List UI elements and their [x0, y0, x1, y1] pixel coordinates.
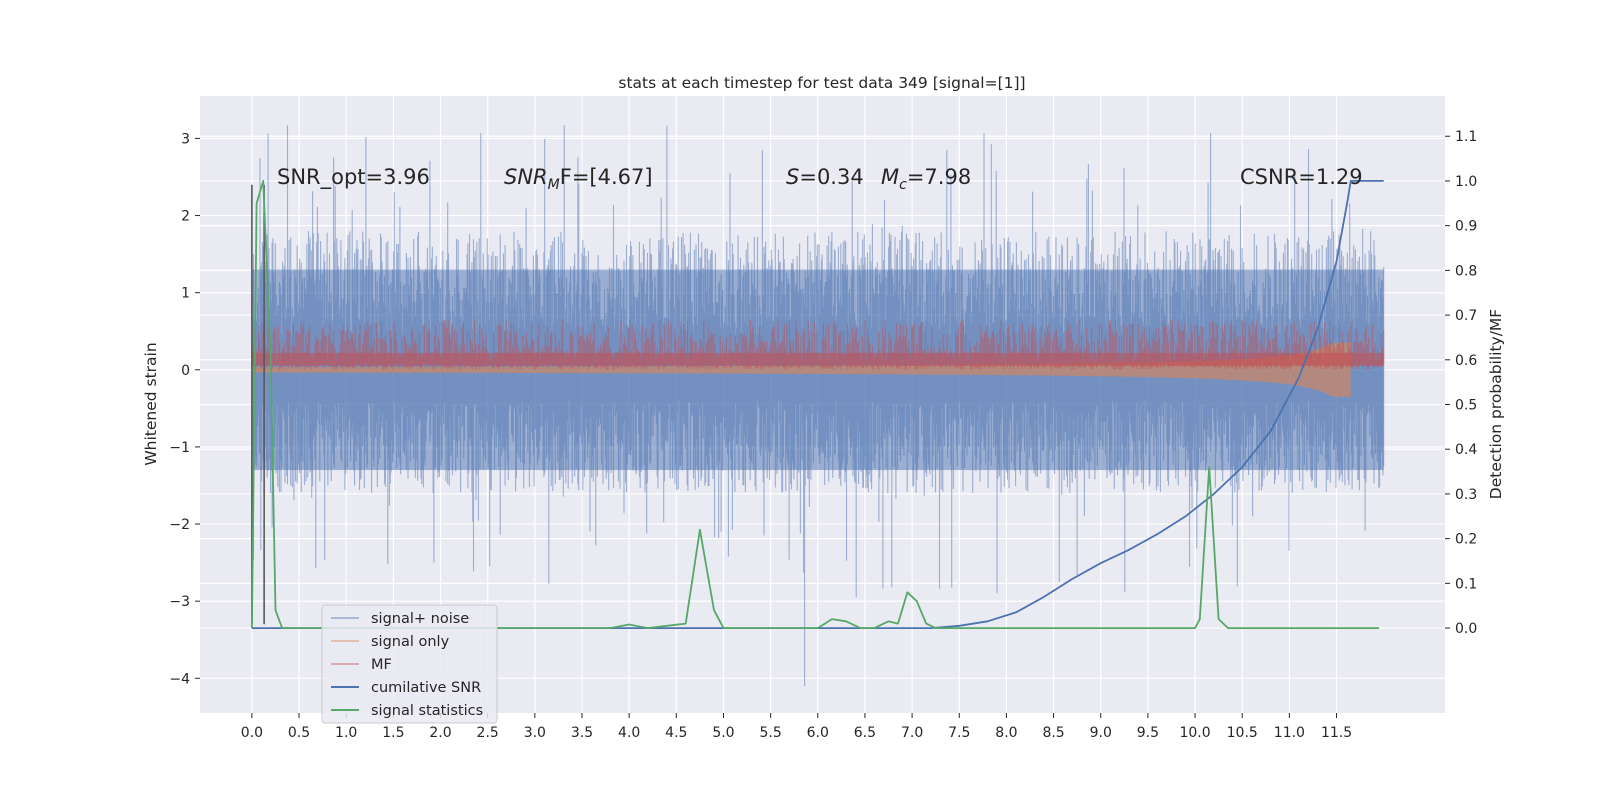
signal-only-envelope: [251, 342, 1351, 397]
y-tick-label-left: 3: [181, 131, 190, 147]
series-line-signal-statistics: [251, 179, 1379, 629]
y-tick-label-right: 0.4: [1455, 442, 1477, 458]
x-tick-label: 7.5: [948, 725, 970, 741]
y-tick-label-right: 1.0: [1455, 174, 1477, 190]
x-tick-label: 3.0: [524, 725, 546, 741]
x-tick-label: 1.0: [335, 725, 357, 741]
x-tick-label: 4.5: [665, 725, 687, 741]
y-tick-label-left: 0: [181, 363, 190, 379]
y-tick-label-left: 1: [181, 286, 190, 302]
y-tick-label-left: −1: [169, 440, 190, 456]
annotation-csnr: CSNR=1.29: [1240, 165, 1363, 189]
x-tick-label: 0.5: [288, 725, 310, 741]
legend-label: signal only: [371, 634, 450, 650]
y-tick-label-right: 0.2: [1455, 532, 1477, 548]
legend: signal+ noise signal only MF cumilative SNR…: [321, 604, 498, 724]
y-tick-label-right: 1.1: [1455, 129, 1477, 145]
x-tick-label: 0.0: [241, 725, 263, 741]
x-tick-label: 11.5: [1321, 725, 1352, 741]
chart-title: stats at each timestep for test data 349…: [618, 74, 1025, 92]
y-tick-label-right: 0.5: [1455, 398, 1477, 414]
x-tick-label: 4.0: [618, 725, 640, 741]
series-lines: [251, 179, 1384, 629]
annotation-s: S=0.34: [786, 165, 864, 189]
x-tick-label: 2.5: [477, 725, 499, 741]
y-axis-ticks-right: 1.1 1.0 0.9 0.8 0.7 0.6 0.5 0.4 0.3 0.2 0.1 0.0: [1445, 129, 1477, 637]
series-signal-only: [251, 342, 1351, 397]
legend-label: MF: [371, 657, 392, 673]
x-tick-label: 8.5: [1042, 725, 1064, 741]
x-tick-label: 9.5: [1137, 725, 1159, 741]
x-tick-label: 11.0: [1274, 725, 1305, 741]
x-tick-label: 6.5: [854, 725, 876, 741]
y-tick-label-right: 0.0: [1455, 621, 1477, 637]
legend-label: cumilative SNR: [371, 680, 481, 696]
x-tick-label: 3.5: [571, 725, 593, 741]
series-mf: [251, 319, 1385, 370]
x-tick-label: 1.5: [382, 725, 404, 741]
x-tick-label: 10.5: [1227, 725, 1258, 741]
annotations: SNR_opt=3.96 SNRMF=[4.67] S=0.34 Mc=7.98…: [277, 165, 1363, 193]
y-tick-label-right: 0.7: [1455, 308, 1477, 324]
x-tick-label: 8.0: [995, 725, 1017, 741]
y-axis-label-left: Whitened strain: [142, 342, 160, 465]
x-tick-label: 5.0: [712, 725, 734, 741]
x-tick-label: 10.0: [1179, 725, 1210, 741]
x-tick-label: 7.0: [901, 725, 923, 741]
annotation-mc: Mc=7.98: [881, 165, 971, 193]
annotation-snr-mf: SNRMF=[4.67]: [504, 165, 653, 193]
y-axis-ticks-left: 3 2 1 0 −1 −2 −3 −4: [169, 131, 200, 687]
y-tick-label-right: 0.6: [1455, 353, 1477, 369]
y-tick-label-right: 0.9: [1455, 219, 1477, 235]
legend-label: signal+ noise: [371, 611, 469, 627]
x-tick-label: 2.0: [429, 725, 451, 741]
annotation-snr-opt: SNR_opt=3.96: [277, 165, 430, 190]
x-tick-label: 6.0: [807, 725, 829, 741]
y-tick-label-left: −3: [169, 594, 190, 610]
x-tick-label: 5.5: [759, 725, 781, 741]
y-tick-label-right: 0.8: [1455, 263, 1477, 279]
series-line-cumilative-snr: [251, 179, 1384, 629]
y-tick-label-right: 0.3: [1455, 487, 1477, 503]
y-tick-label-left: −4: [169, 671, 190, 687]
y-tick-label-left: 2: [181, 209, 190, 225]
y-tick-label-left: −2: [169, 517, 190, 533]
legend-box: [321, 604, 498, 724]
y-tick-label-right: 0.1: [1455, 576, 1477, 592]
x-axis-ticks: 0.0 0.5 1.0 1.5 2.0 2.5 3.0 3.5 4.0 4.5 5.0 5.5 6.0 6…: [241, 713, 1352, 741]
legend-label: signal statistics: [371, 703, 483, 719]
x-tick-label: 9.0: [1090, 725, 1112, 741]
y-axis-label-right: Detection probability/MF: [1487, 309, 1505, 500]
